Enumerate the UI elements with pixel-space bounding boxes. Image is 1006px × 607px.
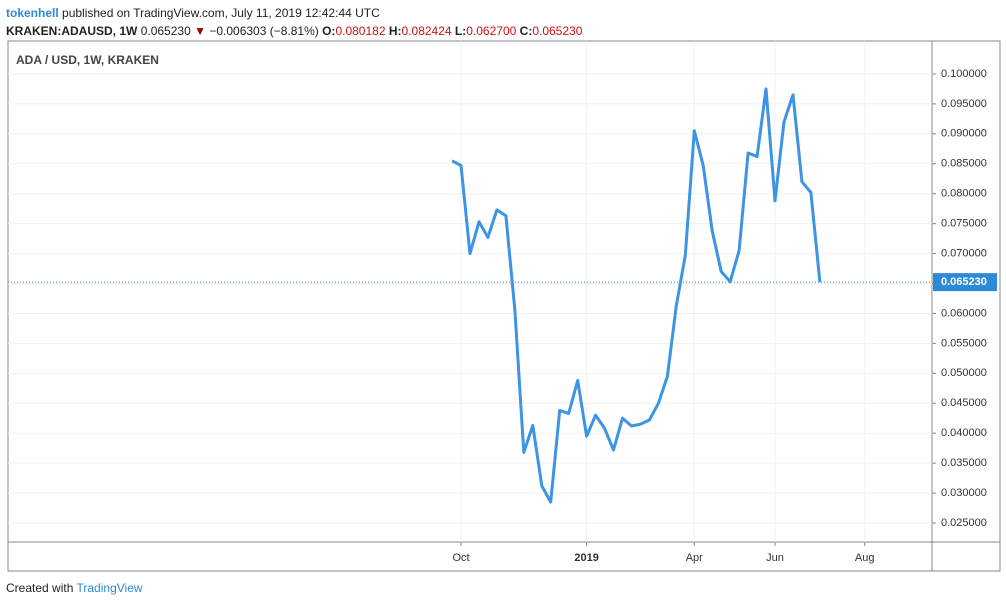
high: 0.082424: [401, 24, 452, 38]
y-tick-label: 0.075000: [941, 218, 987, 230]
x-tick-label: Apr: [686, 552, 703, 564]
y-tick-label: 0.040000: [941, 427, 987, 439]
y-tick-label: 0.055000: [941, 337, 987, 349]
footer: Created with TradingView: [6, 581, 143, 595]
published: published on TradingView.com, July 11, 2…: [62, 6, 380, 20]
label: C:: [519, 24, 533, 38]
plot: [451, 87, 822, 504]
y-tick-label: 0.060000: [941, 307, 987, 319]
close: 0.065230: [532, 24, 583, 38]
last-price-box: [933, 273, 997, 292]
symbol: KRAKEN:ADAUSD, 1W: [6, 24, 138, 38]
low: 0.062700: [466, 24, 517, 38]
y-tick-label: 0.080000: [941, 188, 987, 200]
label: L:: [454, 24, 467, 38]
x-tick-label: 2019: [574, 552, 598, 564]
y-tick-label: 0.035000: [941, 457, 987, 469]
created: Created with: [6, 581, 74, 595]
x-tick-label: Jun: [766, 552, 784, 564]
y-tick-label: 0.100000: [941, 68, 987, 80]
x-tick-label: Oct: [452, 552, 469, 564]
open: 0.080182: [335, 24, 386, 38]
y-tick-label: 0.090000: [941, 128, 987, 140]
grid: [8, 41, 932, 542]
series-line: [451, 87, 822, 504]
header-line: tokenhell published on TradingView.com, …: [6, 4, 582, 22]
chart-title: ADA / USD, 1W, KRAKEN: [16, 53, 159, 67]
chart: ADA / USD, 1W, KRAKEN 0.025000 0.030000 0.…: [7, 40, 1001, 572]
price: 0.065230: [140, 24, 191, 38]
frame: [7, 40, 1001, 572]
header: tokenhell published on TradingView.com, …: [6, 4, 582, 40]
author[interactable]: tokenhell: [6, 6, 59, 20]
change: −0.006303 (−8.81%): [209, 24, 319, 38]
y-tick-label: 0.045000: [941, 397, 987, 409]
y-tick-label: 0.030000: [941, 487, 987, 499]
label: H:: [388, 24, 402, 38]
y-tick-label: 0.025000: [941, 517, 987, 529]
y-tick-label: 0.085000: [941, 158, 987, 170]
x-tick-label: Aug: [855, 552, 875, 564]
y-tick-label: 0.050000: [941, 367, 987, 379]
brand[interactable]: TradingView: [76, 581, 143, 595]
y-tick-label: 0.070000: [941, 247, 987, 259]
last-price-label: 0.065230: [941, 276, 987, 288]
arrow: ▼: [194, 24, 206, 38]
y-tick-label: 0.095000: [941, 98, 987, 110]
quote-line: KRAKEN:ADAUSD, 1W 0.065230 ▼ −0.006303 (…: [6, 22, 582, 40]
label: O:: [322, 24, 336, 38]
